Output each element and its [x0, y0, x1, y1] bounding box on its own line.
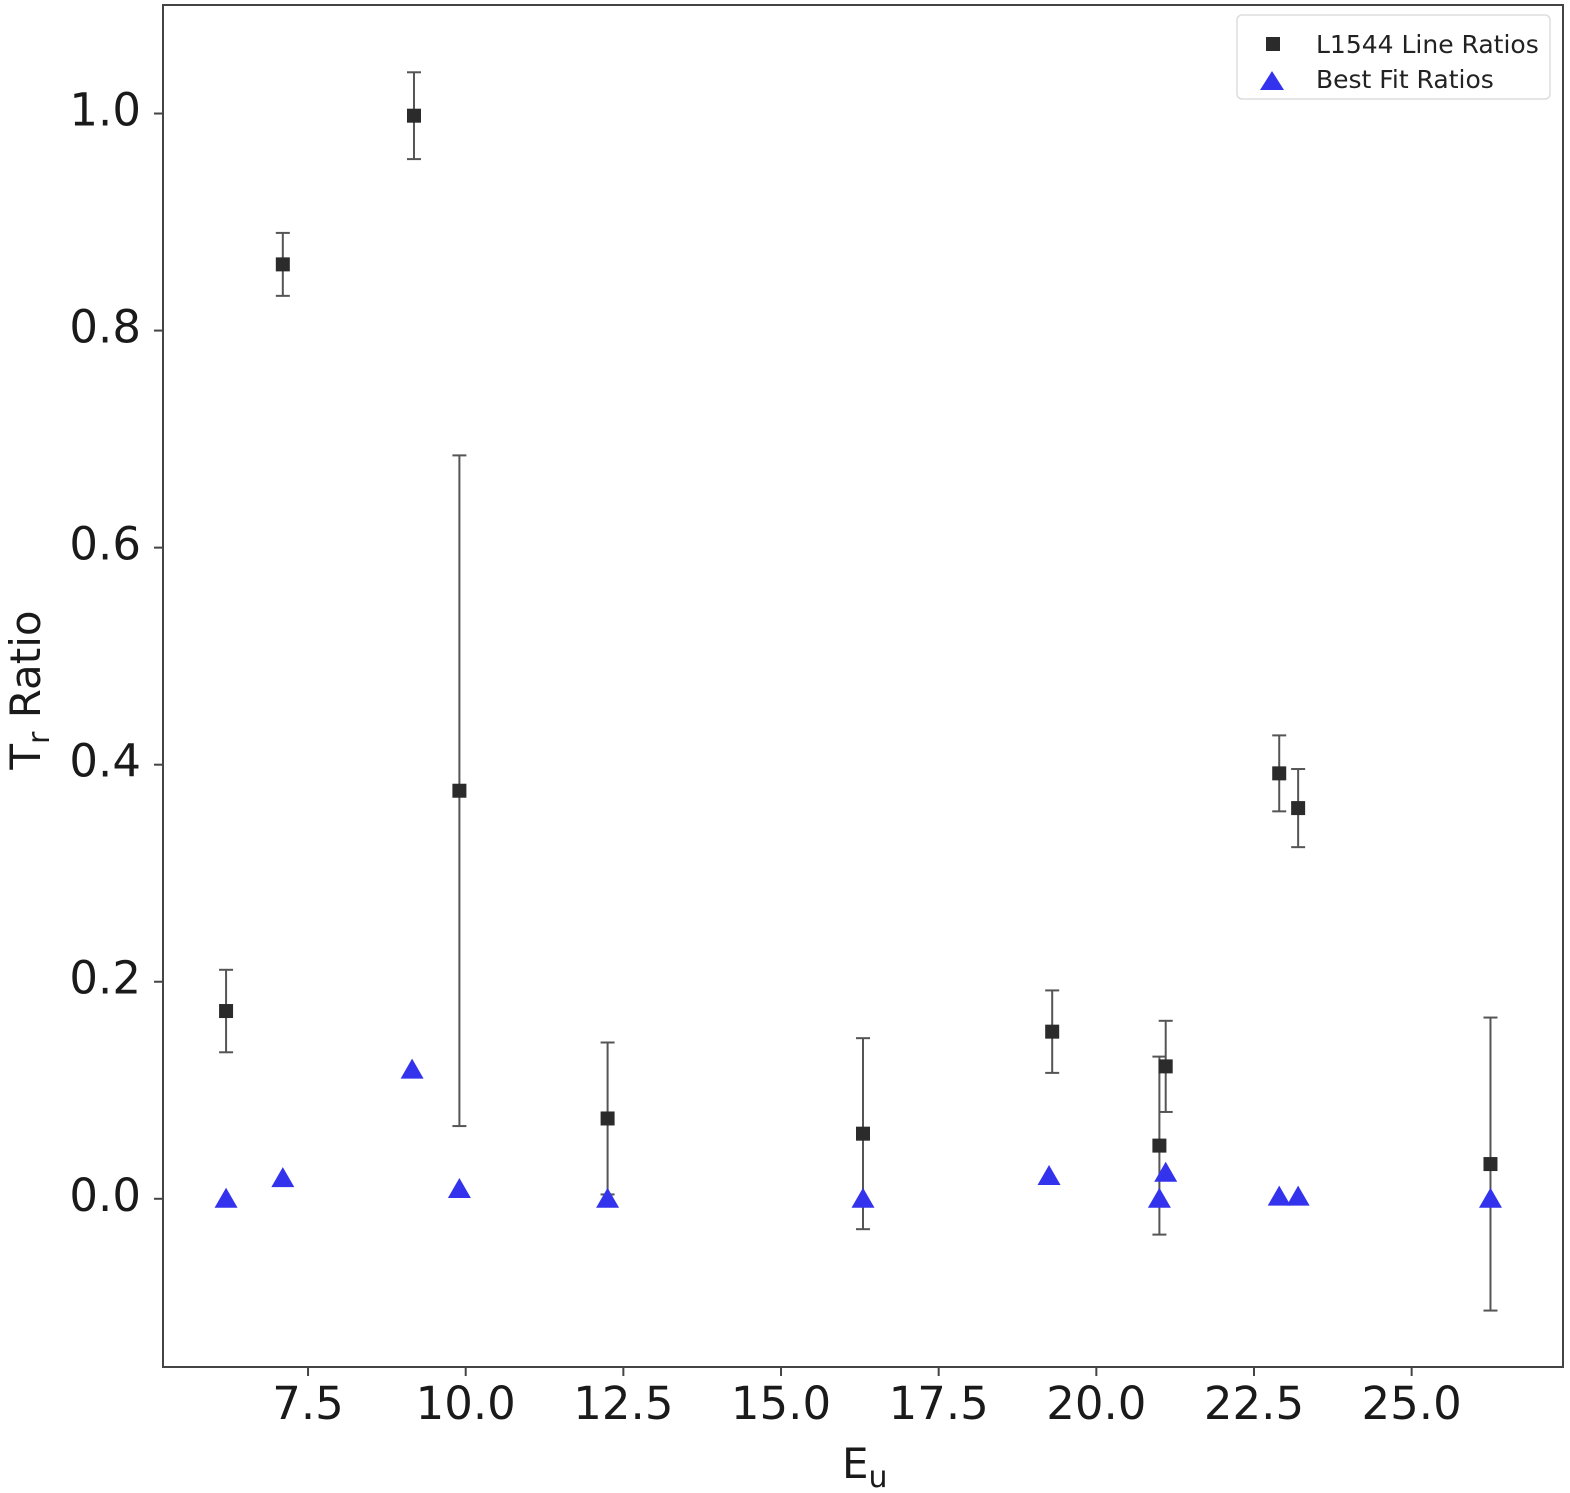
legend: L1544 Line Ratios Best Fit Ratios — [1236, 14, 1551, 100]
y-tick-label: 0.2 — [69, 952, 141, 1005]
x-tick-label: 15.0 — [731, 1377, 831, 1430]
line-ratio-square-marker — [1158, 1059, 1173, 1074]
best-fit-triangle-marker — [271, 1167, 295, 1188]
y-axis-label-subscript: r — [22, 731, 57, 744]
line-ratio-square-marker — [1152, 1138, 1167, 1153]
y-axis-label: Tr Ratio — [1, 610, 57, 770]
best-fit-triangle-marker — [400, 1058, 424, 1079]
best-fit-triangle-marker — [596, 1187, 620, 1208]
plot-frame — [162, 4, 1564, 1368]
best-fit-triangle-marker — [851, 1187, 875, 1208]
line-ratio-square-marker — [1272, 766, 1287, 781]
legend-box — [1236, 14, 1551, 100]
x-tick-label: 17.5 — [889, 1377, 989, 1430]
line-ratio-square-marker — [275, 257, 290, 272]
x-axis-label-main: E — [842, 1439, 869, 1488]
legend-label-l1544: L1544 Line Ratios — [1316, 30, 1539, 59]
x-tick-label: 22.5 — [1204, 1377, 1304, 1430]
y-tick-label: 0.4 — [69, 735, 141, 788]
best-fit-triangle-marker — [1478, 1187, 1502, 1208]
x-axis-label: Eu — [842, 1439, 888, 1493]
y-tick-label: 1.0 — [69, 84, 141, 137]
line-ratio-square-marker — [1483, 1157, 1498, 1172]
legend-triangle-marker — [1260, 71, 1284, 90]
legend-label-best-fit: Best Fit Ratios — [1316, 65, 1494, 94]
line-ratio-square-marker — [219, 1004, 234, 1019]
y-axis: 0.0 0.2 0.4 0.6 0.8 1.0 — [69, 84, 163, 1222]
x-tick-label: 12.5 — [573, 1377, 673, 1430]
line-ratio-square-marker — [1045, 1024, 1060, 1039]
y-axis-label-main: T — [1, 744, 50, 771]
y-tick-label: 0.8 — [69, 301, 141, 354]
line-ratio-square-marker — [600, 1111, 615, 1126]
best-fit-triangle-marker — [214, 1187, 238, 1208]
x-axis: 7.5 10.0 12.5 15.0 17.5 20.0 22.5 25.0 — [272, 1367, 1462, 1430]
line-ratio-square-marker — [452, 783, 467, 798]
x-tick-label: 20.0 — [1046, 1377, 1146, 1430]
y-axis-label-rest: Ratio — [1, 610, 50, 731]
y-tick-label: 0.0 — [69, 1169, 141, 1222]
best-fit-triangle-marker — [1267, 1185, 1291, 1206]
x-axis-label-subscript: u — [869, 1460, 888, 1493]
best-fit-triangle-marker — [1147, 1187, 1171, 1208]
line-ratio-square-marker — [406, 108, 421, 123]
legend-square-marker — [1266, 37, 1280, 51]
line-ratio-square-marker — [856, 1126, 870, 1141]
best-fit-triangle-marker — [1286, 1185, 1310, 1206]
x-tick-label: 25.0 — [1362, 1377, 1462, 1430]
y-tick-label: 0.6 — [69, 518, 141, 571]
best-fit-triangle-marker — [447, 1178, 471, 1199]
data-markers — [214, 108, 1502, 1208]
best-fit-triangle-marker — [1037, 1164, 1061, 1185]
best-fit-triangle-marker — [1154, 1161, 1178, 1182]
line-ratio-square-marker — [1291, 801, 1306, 816]
x-tick-label: 7.5 — [272, 1377, 344, 1430]
x-tick-label: 10.0 — [416, 1377, 516, 1430]
